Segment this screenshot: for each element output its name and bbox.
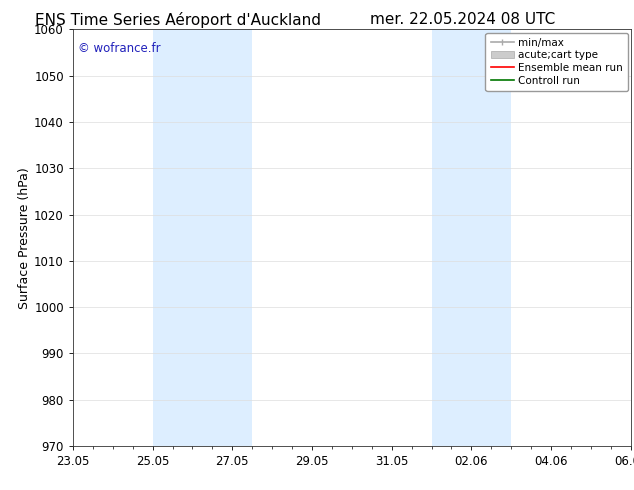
- Text: ENS Time Series Aéroport d'Auckland: ENS Time Series Aéroport d'Auckland: [34, 12, 321, 28]
- Bar: [463, 29, 511, 446]
- Y-axis label: Surface Pressure (hPa): Surface Pressure (hPa): [18, 167, 31, 309]
- Bar: [153, 29, 193, 446]
- Text: mer. 22.05.2024 08 UTC: mer. 22.05.2024 08 UTC: [370, 12, 555, 27]
- Text: © wofrance.fr: © wofrance.fr: [79, 42, 161, 55]
- Legend: min/max, acute;cart type, Ensemble mean run, Controll run: min/max, acute;cart type, Ensemble mean …: [486, 32, 628, 91]
- Bar: [193, 29, 252, 446]
- Bar: [432, 29, 463, 446]
